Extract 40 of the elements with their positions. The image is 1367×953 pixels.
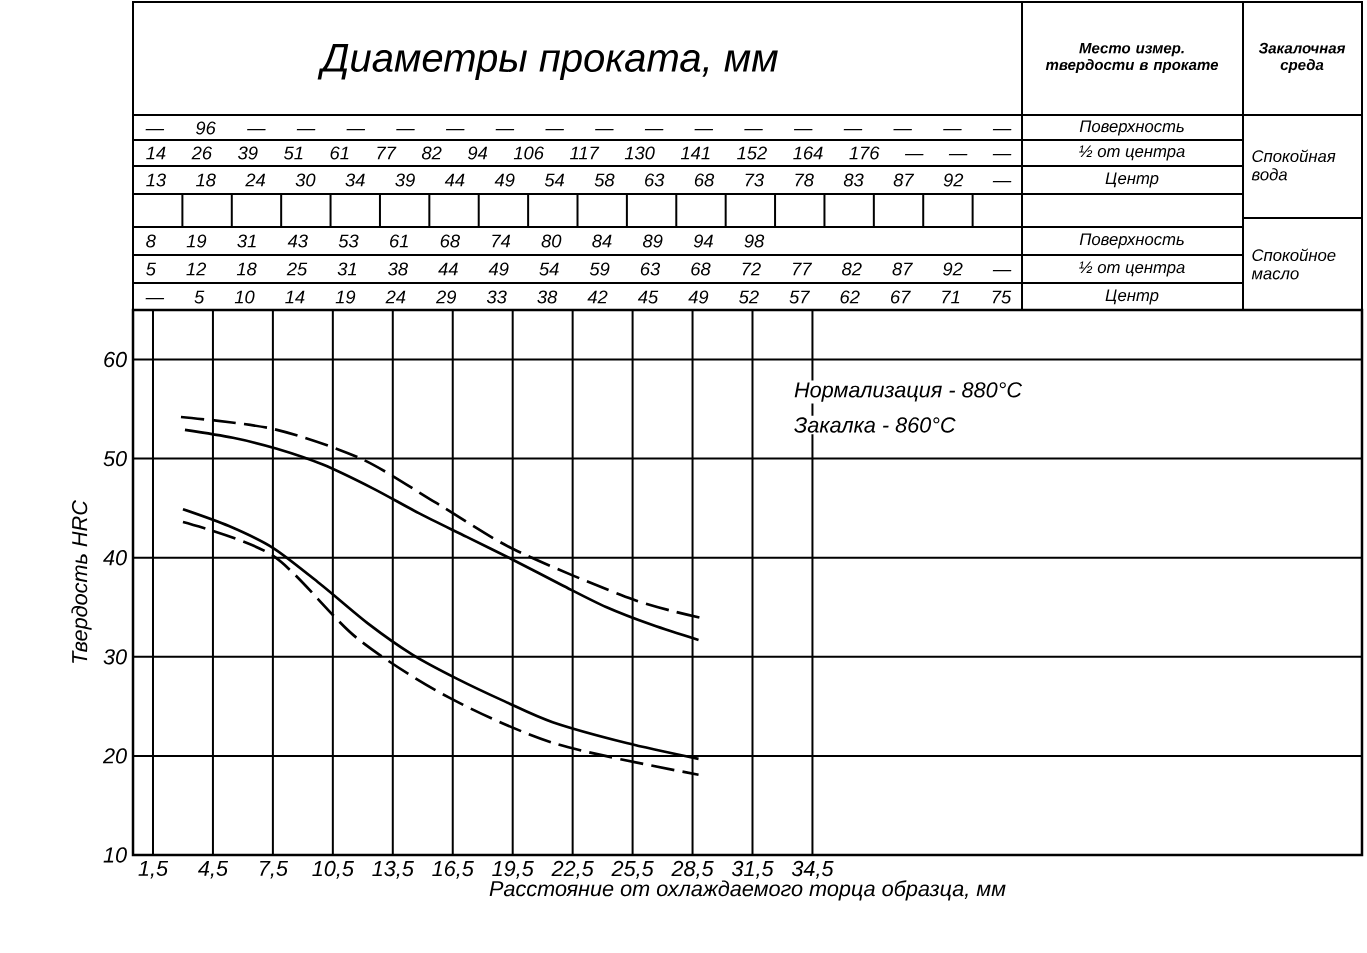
text: ½ от центра <box>1079 261 1185 277</box>
x-tick-label: 19,5 <box>492 860 534 879</box>
x-tick-label: 34,5 <box>791 860 834 879</box>
y-tick-label: 20 <box>102 748 127 764</box>
text: ½ от центра <box>1079 145 1185 161</box>
text: 5 12 18 25 31 38 44 49 54 59 63 68 72 77 82 87 92 — <box>146 262 1012 276</box>
text: 14 26 39 51 61 77 82 94 106 117 130 141 152 164 176 — — — <box>146 146 1012 160</box>
x-tick-label: 13,5 <box>372 860 414 879</box>
text: Спокойная вода <box>1251 149 1336 181</box>
y-tick-label: 50 <box>103 450 127 467</box>
x-tick-label: 25,5 <box>611 860 654 879</box>
text: Центр <box>1105 172 1159 188</box>
chart-title: Диаметры проката, мм <box>317 44 778 80</box>
line-series <box>183 428 700 642</box>
text: Спокойное масло <box>1251 248 1336 280</box>
x-tick-label: 4,5 <box>198 860 229 879</box>
x-tick-label: 28,5 <box>671 860 714 879</box>
x-tick-label: 31,5 <box>731 860 774 879</box>
y-tick-label: 30 <box>103 649 127 665</box>
text: — 5 10 14 19 24 29 33 38 42 45 49 52 57 62 67 71 75 <box>145 290 1012 304</box>
y-tick-label: 40 <box>103 550 127 566</box>
text: 13 18 24 30 34 39 44 49 54 58 63 68 73 78 83 87 92 — <box>146 173 1012 187</box>
y-axis-title: Твердость HRC <box>71 500 92 663</box>
annotation: Нормализация - 880°C <box>794 382 1023 402</box>
text: Закалочная среда <box>1258 42 1346 74</box>
text: Поверхность <box>1079 233 1184 249</box>
text: Поверхность <box>1079 120 1184 136</box>
text: 8 19 31 43 53 61 68 74 80 84 89 94 98 <box>146 234 765 248</box>
x-tick-label: 7,5 <box>260 860 288 879</box>
x-tick-label: 1,5 <box>138 860 169 879</box>
x-tick-label: 16,5 <box>432 860 474 879</box>
text: Место измер. твердости в прокате <box>1045 42 1219 74</box>
x-tick-label: 22,5 <box>551 860 594 879</box>
y-tick-label: 60 <box>104 351 127 368</box>
text: Центр <box>1105 289 1159 305</box>
x-axis-title: Расстояние от охлаждаемого торца образца, мм <box>489 880 1006 901</box>
y-tick-label: 10 <box>103 847 127 863</box>
text: — 96 — — — — — — — — — — — — — — — — <box>145 121 1012 135</box>
x-tick-label: 10,5 <box>312 860 354 879</box>
annotation: Закалка - 860°C <box>794 417 956 433</box>
